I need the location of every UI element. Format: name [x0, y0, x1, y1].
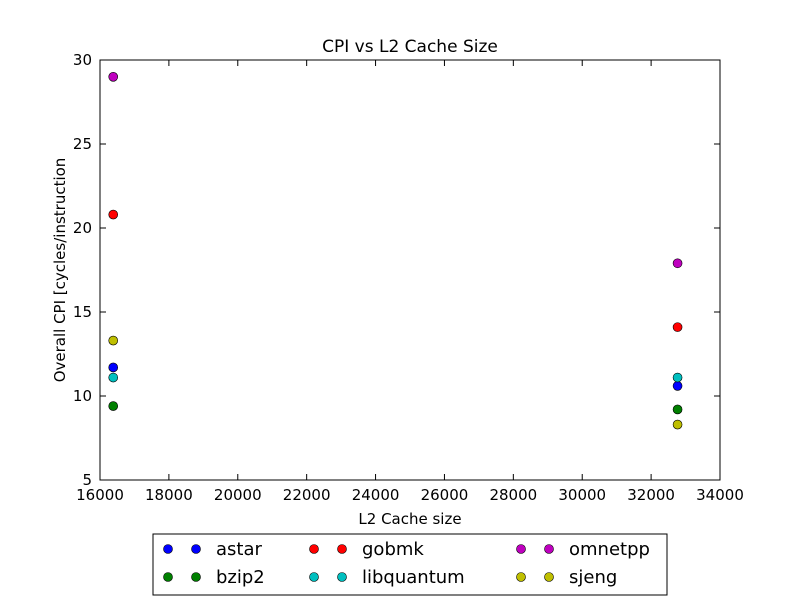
y-tick-label: 25 [73, 135, 92, 153]
legend: astar bzip2 gobmk libquantum omnetpp sjeng [163, 539, 650, 588]
x-tick-label: 30000 [558, 486, 606, 504]
y-axis-label: Overall CPI [cycles/instruction [51, 158, 69, 383]
legend-label-bzip2: bzip2 [216, 567, 265, 588]
data-point-astar [108, 362, 119, 373]
legend-marker-libquantum [337, 572, 347, 582]
data-point-astar [672, 381, 683, 391]
legend-marker-bzip2 [191, 572, 201, 582]
y-tick-label: 5 [82, 471, 92, 489]
legend-marker-astar [163, 544, 173, 554]
x-tick-label: 26000 [421, 486, 469, 504]
x-tick-label: 20000 [214, 486, 262, 504]
legend-marker-bzip2 [163, 572, 173, 582]
x-axis-label: L2 Cache size [358, 510, 461, 528]
y-axis: 5 10 15 20 25 30 [73, 51, 720, 489]
x-tick-label: 22000 [283, 486, 331, 504]
y-tick-label: 30 [73, 51, 92, 69]
legend-label-gobmk: gobmk [362, 539, 424, 560]
legend-marker-astar [191, 544, 201, 554]
x-tick-label: 34000 [696, 486, 744, 504]
x-tick-label: 32000 [627, 486, 675, 504]
plot-marks [108, 72, 683, 430]
chart-title: CPI vs L2 Cache Size [322, 37, 498, 57]
legend-marker-sjeng [516, 572, 526, 582]
x-axis: 16000 18000 20000 22000 24000 26000 28000 30000… [76, 60, 744, 504]
data-point-omnetpp [672, 258, 683, 269]
data-point-gobmk [672, 322, 683, 332]
legend-marker-omnetpp [544, 544, 554, 554]
x-tick-label: 18000 [145, 486, 193, 504]
y-tick-label: 20 [73, 219, 92, 237]
y-tick-label: 15 [73, 303, 92, 321]
legend-marker-libquantum [309, 572, 319, 582]
legend-label-omnetpp: omnetpp [569, 539, 650, 560]
x-tick-label: 16000 [76, 486, 124, 504]
data-point-omnetpp [108, 72, 119, 82]
legend-label-sjeng: sjeng [569, 567, 617, 588]
data-point-libquantum [108, 372, 119, 383]
legend-label-libquantum: libquantum [362, 567, 465, 588]
legend-label-astar: astar [216, 539, 262, 560]
legend-marker-gobmk [337, 544, 347, 554]
legend-marker-gobmk [309, 544, 319, 554]
plot-frame [99, 59, 721, 481]
data-point-libquantum [672, 372, 683, 383]
x-tick-label: 28000 [489, 486, 537, 504]
legend-marker-omnetpp [516, 544, 526, 554]
y-tick-label: 10 [73, 387, 92, 405]
data-point-gobmk [108, 209, 119, 220]
data-point-bzip2 [672, 404, 683, 415]
legend-marker-sjeng [544, 572, 554, 582]
data-point-sjeng [672, 419, 683, 430]
data-point-sjeng [108, 335, 119, 346]
legend-box [152, 533, 668, 596]
x-tick-label: 24000 [352, 486, 400, 504]
data-point-bzip2 [108, 401, 119, 411]
